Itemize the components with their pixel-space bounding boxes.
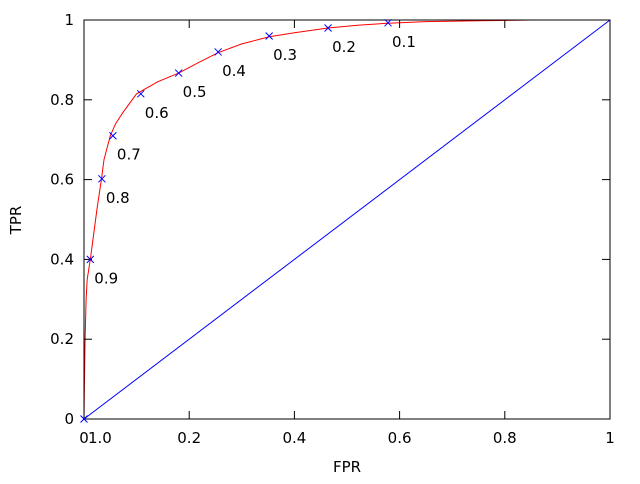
marker-stroke	[136, 89, 145, 98]
threshold-point-marker	[136, 89, 145, 98]
x-axis-title: FPR	[333, 458, 361, 476]
threshold-point-marker	[80, 415, 88, 423]
marker-stroke	[86, 255, 95, 264]
threshold-label: 0.9	[94, 269, 118, 287]
x-tick-label: 0.2	[177, 429, 201, 447]
y-tick-label: 0.2	[50, 330, 74, 348]
marker-stroke	[214, 48, 222, 56]
curves-layer	[83, 19, 611, 420]
threshold-label: 0.6	[145, 104, 169, 122]
diagonal-reference-line	[83, 19, 611, 420]
x-tick-label: 0	[79, 429, 89, 447]
threshold-label: 0.7	[117, 146, 141, 164]
threshold-point-marker	[98, 174, 106, 183]
threshold-label: 0.1	[392, 33, 416, 51]
y-tick-label: 0.4	[50, 250, 74, 268]
threshold-point-marker	[324, 24, 332, 32]
y-axis-title: TPR	[7, 206, 25, 236]
threshold-label: 0.5	[183, 83, 207, 101]
marker-stroke	[384, 18, 392, 27]
plot-frame	[83, 19, 611, 420]
y-tick-label: 0.8	[50, 91, 74, 109]
y-tick-label: 1	[64, 11, 74, 29]
marker-stroke	[265, 32, 274, 40]
threshold-label: 1.0	[88, 429, 112, 447]
threshold-label: 0.2	[332, 38, 356, 56]
x-tick-label: 1	[605, 429, 615, 447]
threshold-label: 0.8	[106, 189, 130, 207]
threshold-label: 0.4	[222, 62, 246, 80]
threshold-point-marker	[265, 32, 274, 40]
threshold-point-marker	[174, 69, 183, 77]
marker-stroke	[80, 415, 88, 423]
marker-stroke	[109, 131, 117, 140]
markers-layer: 1.0 0.9 0.8 0.7 0.6 0.5 0.4 0.3 0.2 0.1	[80, 18, 416, 447]
marker-stroke	[98, 174, 106, 183]
roc-curve-line	[83, 19, 610, 420]
marker-stroke	[174, 69, 183, 77]
threshold-point-marker	[109, 131, 117, 140]
x-tick-label: 0.4	[282, 429, 306, 447]
threshold-point-marker	[86, 255, 95, 264]
y-tick-label: 0.6	[50, 171, 74, 189]
marker-stroke	[324, 24, 332, 32]
y-tick-label: 0	[64, 410, 74, 428]
x-tick-label: 0.6	[388, 429, 412, 447]
threshold-label: 0.3	[273, 46, 297, 64]
threshold-point-marker	[384, 18, 392, 27]
ticks-layer: 0 0.2 0.4 0.6 0.8 1 0 0.2 0.4 0.6 0.8 1	[50, 11, 615, 447]
threshold-point-marker	[214, 48, 222, 56]
x-tick-label: 0.8	[493, 429, 517, 447]
